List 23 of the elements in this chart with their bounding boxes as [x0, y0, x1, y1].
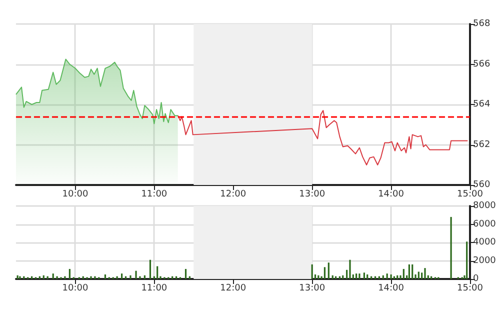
y-tick-label: 560 — [473, 180, 490, 190]
y-tick-label: 2000 — [473, 256, 496, 266]
y-tick-label: 0 — [473, 274, 479, 284]
y-tick-label: 568 — [473, 19, 490, 29]
x-tick-label: 11:00 — [141, 190, 168, 200]
x-tick-label: 14:00 — [378, 190, 404, 200]
y-tick-label: 566 — [473, 59, 490, 70]
line-series — [177, 110, 468, 166]
y-tick-label: 8000 — [473, 201, 496, 211]
y-tick-label: 564 — [473, 100, 490, 110]
x-tick-label: 15:00 — [457, 190, 484, 200]
x-tick-label: 10:00 — [62, 284, 88, 294]
x-tick-label: 15:00 — [457, 284, 484, 294]
x-tick-label: 10:00 — [62, 190, 88, 200]
y-tick-label: 6000 — [473, 219, 496, 230]
x-tick-label: 13:00 — [299, 284, 326, 294]
x-tick-label: 13:00 — [299, 190, 326, 200]
x-tick-label: 12:00 — [220, 284, 246, 294]
x-tick-label: 12:00 — [220, 190, 246, 200]
x-tick-label: 14:00 — [378, 284, 404, 294]
y-tick-label: 562 — [473, 140, 490, 150]
x-tick-label: 11:00 — [141, 284, 168, 294]
y-tick-label: 4000 — [473, 238, 496, 248]
